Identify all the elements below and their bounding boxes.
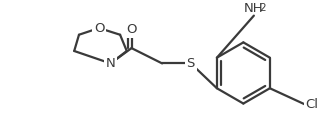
Text: O: O [94, 22, 104, 35]
Text: S: S [187, 57, 195, 70]
Text: Cl: Cl [306, 98, 319, 111]
Text: O: O [126, 23, 137, 36]
Text: N: N [106, 57, 116, 70]
Text: NH: NH [244, 2, 264, 15]
Text: 2: 2 [259, 3, 266, 13]
